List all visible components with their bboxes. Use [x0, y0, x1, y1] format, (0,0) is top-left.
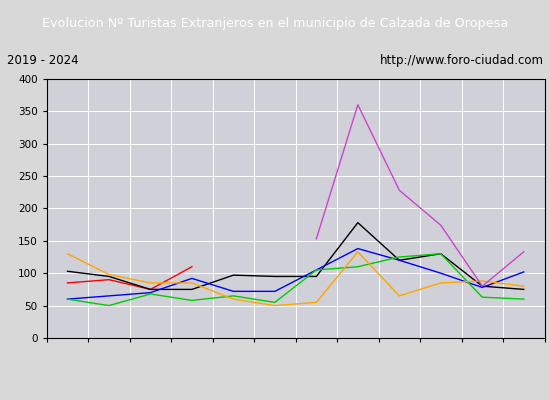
Text: Evolucion Nº Turistas Extranjeros en el municipio de Calzada de Oropesa: Evolucion Nº Turistas Extranjeros en el … [42, 16, 508, 30]
Text: 2019 - 2024: 2019 - 2024 [7, 54, 78, 67]
Text: http://www.foro-ciudad.com: http://www.foro-ciudad.com [379, 54, 543, 67]
